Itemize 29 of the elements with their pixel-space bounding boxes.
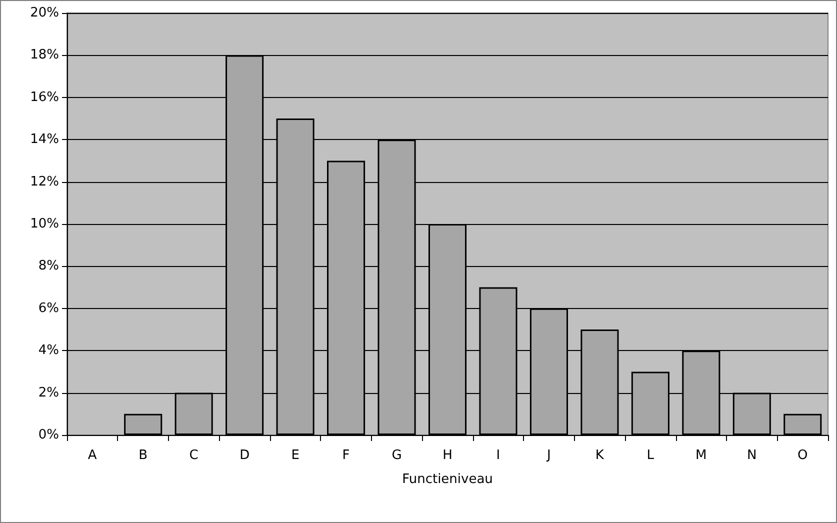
x-tick-label: G [392,448,402,463]
x-tick-label: I [496,448,500,463]
x-tick-label: J [546,448,551,463]
x-tick-label: L [646,448,655,463]
x-tick-label: M [696,448,707,463]
x-tick-label: F [342,448,350,463]
x-tick-label: N [747,448,757,463]
y-tick-label: 10% [30,216,59,232]
x-tick-label: B [138,448,148,463]
y-tick-label: 20% [30,6,59,20]
y-tick-label: 4% [38,343,59,358]
bar [784,414,822,435]
x-axis-title: Functieniveau [402,472,493,487]
x-tick-label: A [88,448,97,463]
y-tick-label: 18% [30,48,59,63]
y-tick-label: 12% [30,174,59,190]
x-tick-label: K [595,448,604,463]
y-tick-label: 6% [38,300,59,316]
y-tick-label: 0% [38,428,59,442]
y-tick-label: 2% [38,385,59,400]
x-tick-label: D [240,448,250,463]
x-tick-label: O [798,448,808,463]
x-tick-label: H [442,448,452,463]
bar [124,414,162,435]
x-tick-label: E [291,448,300,463]
y-tick-label: 8% [38,258,59,274]
y-tick-label: 14% [30,132,59,148]
y-tick-label: 16% [30,90,59,105]
x-tick-label: C [189,448,198,463]
